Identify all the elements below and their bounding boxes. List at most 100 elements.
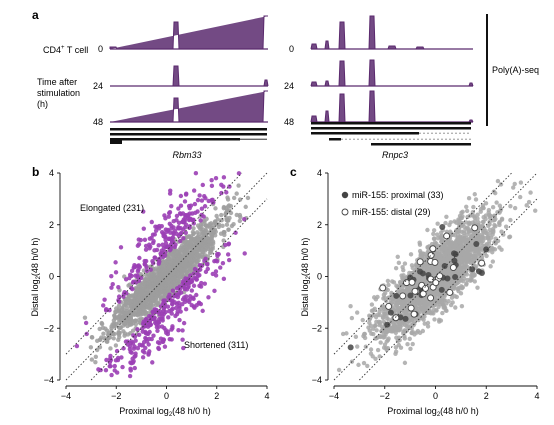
data-point: [463, 241, 469, 247]
data-point: [377, 321, 382, 326]
data-point: [136, 242, 142, 247]
data-point: [89, 357, 95, 362]
data-point: [446, 289, 454, 296]
data-point: [180, 337, 185, 342]
data-point: [414, 306, 419, 311]
data-point: [399, 322, 405, 328]
data-point: [422, 300, 428, 306]
data-point: [227, 184, 232, 189]
data-point: [422, 284, 429, 292]
data-point: [386, 282, 391, 288]
data-point: [101, 303, 106, 308]
data-point: [223, 205, 228, 211]
data-point: [198, 218, 203, 223]
data-point: [152, 232, 157, 237]
data-point: [180, 267, 186, 273]
data-point: [174, 217, 179, 223]
data-point: [363, 344, 369, 349]
data-point: [225, 252, 231, 257]
data-point: [157, 256, 162, 262]
data-point: [486, 223, 491, 228]
data-point: [147, 323, 153, 328]
data-point: [153, 224, 158, 229]
data-point: [123, 299, 128, 305]
data-point: [135, 327, 140, 332]
data-point: [172, 228, 178, 233]
data-point: [386, 317, 391, 322]
data-point: [469, 240, 474, 246]
data-point: [133, 285, 139, 291]
data-point: [129, 268, 135, 274]
transcript-bar: [110, 138, 240, 141]
data-point: [226, 257, 232, 263]
data-point: [382, 312, 387, 317]
data-point: [478, 259, 486, 267]
data-point: [479, 246, 484, 251]
data-point: [214, 213, 219, 219]
coverage-track: [310, 90, 474, 123]
data-point: [144, 318, 149, 323]
data-point: [225, 197, 231, 202]
data-point: [429, 269, 435, 274]
data-point: [438, 286, 445, 293]
data-point: [231, 221, 236, 227]
time-24-right: 24: [284, 81, 294, 91]
data-point: [385, 287, 390, 293]
data-point: [185, 298, 191, 303]
data-point: [460, 278, 466, 284]
data-point: [468, 278, 473, 283]
data-point: [166, 236, 172, 242]
data-point: [108, 364, 113, 369]
data-point: [104, 357, 109, 363]
data-point: [390, 297, 395, 302]
data-point: [464, 208, 470, 214]
data-point: [424, 308, 429, 313]
data-point: [167, 264, 172, 270]
data-point: [213, 273, 219, 278]
data-point: [195, 197, 201, 203]
data-point: [112, 363, 117, 369]
data-point: [490, 246, 496, 252]
data-point: [402, 261, 408, 266]
data-point: [431, 228, 437, 233]
data-point: [160, 270, 165, 275]
y-tick-label: 2: [317, 220, 322, 230]
data-point: [117, 309, 122, 315]
data-point: [440, 301, 446, 307]
data-point: [380, 303, 385, 309]
data-point: [176, 278, 182, 283]
data-point: [406, 324, 411, 329]
data-point: [487, 215, 493, 221]
data-point: [220, 223, 225, 229]
data-point: [167, 292, 172, 297]
data-point: [460, 209, 465, 215]
data-point: [113, 260, 118, 265]
data-point: [126, 283, 131, 288]
data-point: [192, 201, 198, 207]
data-point: [210, 246, 215, 251]
data-point: [203, 195, 208, 201]
data-point: [362, 335, 368, 341]
data-point: [385, 328, 390, 334]
axes-c: −4 −4 −2 −2 0 0 2 2 4 4: [312, 168, 540, 401]
data-point: [408, 346, 413, 351]
cell-type-label: CD4+ T cell: [43, 45, 88, 55]
data-point: [147, 304, 152, 309]
data-point: [432, 317, 437, 322]
data-point: [399, 301, 405, 307]
data-point: [118, 325, 123, 330]
data-point: [499, 247, 504, 252]
data-point: [221, 175, 227, 180]
data-point: [435, 221, 440, 226]
data-point: [175, 272, 181, 277]
data-point: [488, 230, 493, 235]
data-point: [113, 343, 119, 348]
data-point: [503, 224, 509, 229]
data-point: [417, 248, 423, 254]
data-point: [93, 354, 99, 360]
data-point: [427, 309, 432, 315]
data-point: [449, 264, 457, 271]
data-point: [195, 252, 201, 257]
data-point: [189, 303, 194, 308]
time-48-right: 48: [284, 117, 294, 127]
